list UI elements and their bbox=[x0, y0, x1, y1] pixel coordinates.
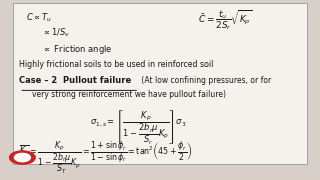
Text: $\propto 1/S_v$: $\propto 1/S_v$ bbox=[42, 26, 70, 39]
Text: $\overline{K_p} = \dfrac{K_p}{1 - \dfrac{2b_r\mu}{S_T}K_p} = \dfrac{1+\sin\phi_r: $\overline{K_p} = \dfrac{K_p}{1 - \dfrac… bbox=[19, 139, 193, 176]
Text: Case – 2  Pullout failure: Case – 2 Pullout failure bbox=[19, 76, 132, 85]
FancyBboxPatch shape bbox=[13, 3, 307, 164]
Circle shape bbox=[14, 153, 30, 162]
Text: (At low confining pressures, or for: (At low confining pressures, or for bbox=[139, 76, 271, 85]
Text: $\bar{C} = \dfrac{t_u}{2S_r}\sqrt{K_p}$: $\bar{C} = \dfrac{t_u}{2S_r}\sqrt{K_p}$ bbox=[198, 8, 253, 32]
Text: $\propto$ Friction angle: $\propto$ Friction angle bbox=[42, 43, 112, 56]
Text: $C \propto T_u$: $C \propto T_u$ bbox=[26, 12, 51, 24]
Text: $\sigma_{1,s} = \left[\dfrac{K_p}{1 - \dfrac{2b_r\mu}{S_r}K_p}\right]\sigma_3$: $\sigma_{1,s} = \left[\dfrac{K_p}{1 - \d… bbox=[90, 108, 186, 146]
Text: Highly frictional soils to be used in reinforced soil: Highly frictional soils to be used in re… bbox=[19, 60, 213, 69]
Circle shape bbox=[10, 151, 35, 164]
Text: very strong reinforcement we have pullout failure): very strong reinforcement we have pullou… bbox=[32, 90, 226, 99]
